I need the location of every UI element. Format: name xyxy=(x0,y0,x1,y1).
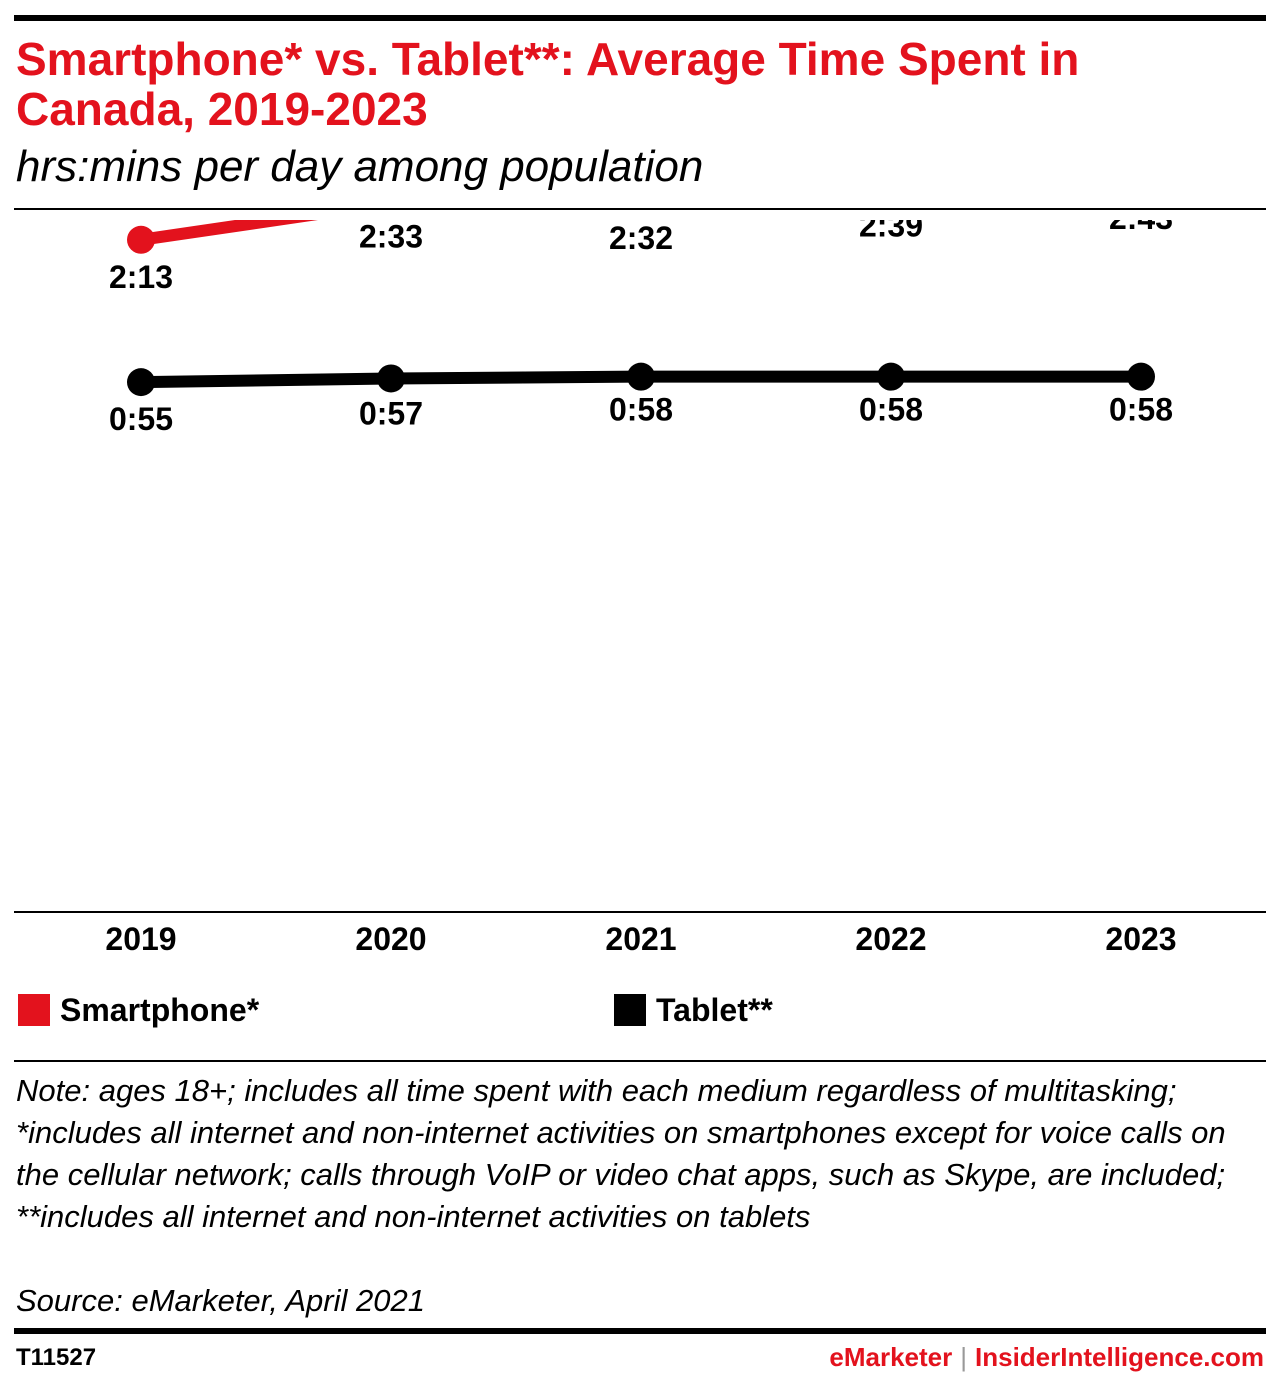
data-point-tablet-2023 xyxy=(1127,362,1155,391)
chart-id: T11527 xyxy=(16,1344,97,1371)
brand-separator: | xyxy=(960,1342,968,1372)
brand-emarketer: eMarketer xyxy=(829,1342,953,1372)
chart-note: Note: ages 18+; includes all time spent … xyxy=(16,1073,1226,1234)
x-tick-label-2022: 2022 xyxy=(855,921,926,957)
data-point-tablet-2020 xyxy=(377,364,405,393)
legend-label-tablet: Tablet** xyxy=(656,991,773,1028)
data-label-tablet-2020: 0:57 xyxy=(359,395,423,431)
chart-title: Smartphone* vs. Tablet**: Average Time S… xyxy=(16,33,1080,135)
x-tick-label-2019: 2019 xyxy=(105,921,176,957)
x-tick-label-2020: 2020 xyxy=(355,921,426,957)
data-point-smartphone-2019 xyxy=(127,225,155,254)
data-label-tablet-2021: 0:58 xyxy=(609,392,673,428)
data-point-tablet-2019 xyxy=(127,368,155,397)
data-point-tablet-2022 xyxy=(877,362,905,391)
x-axis-labels: 2019 2020 2021 2022 2023 xyxy=(105,921,1176,957)
legend-label-smartphone: Smartphone* xyxy=(60,991,260,1028)
top-rule xyxy=(14,15,1266,21)
data-label-smartphone-2022: 2:39 xyxy=(859,220,923,243)
x-tick-label-2023: 2023 xyxy=(1105,921,1176,957)
x-tick-label-2021: 2021 xyxy=(605,921,676,957)
header-rule xyxy=(14,208,1266,210)
data-label-tablet-2022: 0:58 xyxy=(859,392,923,428)
data-point-tablet-2021 xyxy=(627,362,655,391)
legend: Smartphone* Tablet** xyxy=(0,988,1280,1032)
data-label-tablet-2019: 0:55 xyxy=(109,401,173,437)
data-label-smartphone-2021: 2:32 xyxy=(609,220,673,256)
legend-rule xyxy=(14,1060,1266,1062)
legend-swatch-smartphone xyxy=(18,994,50,1026)
series-layer: 2:13 2:33 2:32 2:39 2:43 0:55 0:57 0:58 0:58 0:58 xyxy=(109,220,1173,437)
legend-item-tablet: Tablet** xyxy=(614,988,773,1032)
legend-item-smartphone: Smartphone* xyxy=(18,988,259,1032)
line-chart: 2:13 2:33 2:32 2:39 2:43 0:55 0:57 0:58 0:58 0:58… xyxy=(14,220,1266,957)
footer-rule xyxy=(14,1328,1266,1334)
data-label-smartphone-2020: 2:33 xyxy=(359,220,423,254)
chart-source: Source: eMarketer, April 2021 xyxy=(16,1283,425,1318)
data-label-tablet-2023: 0:58 xyxy=(1109,392,1173,428)
chart-subtitle: hrs:mins per day among population xyxy=(16,142,704,191)
brand-insider-intelligence: InsiderIntelligence.com xyxy=(975,1342,1264,1372)
data-label-smartphone-2023: 2:43 xyxy=(1109,220,1173,236)
brand-footer: eMarketer | InsiderIntelligence.com xyxy=(829,1342,1264,1373)
data-label-smartphone-2019: 2:13 xyxy=(109,259,173,295)
legend-swatch-tablet xyxy=(614,994,646,1026)
